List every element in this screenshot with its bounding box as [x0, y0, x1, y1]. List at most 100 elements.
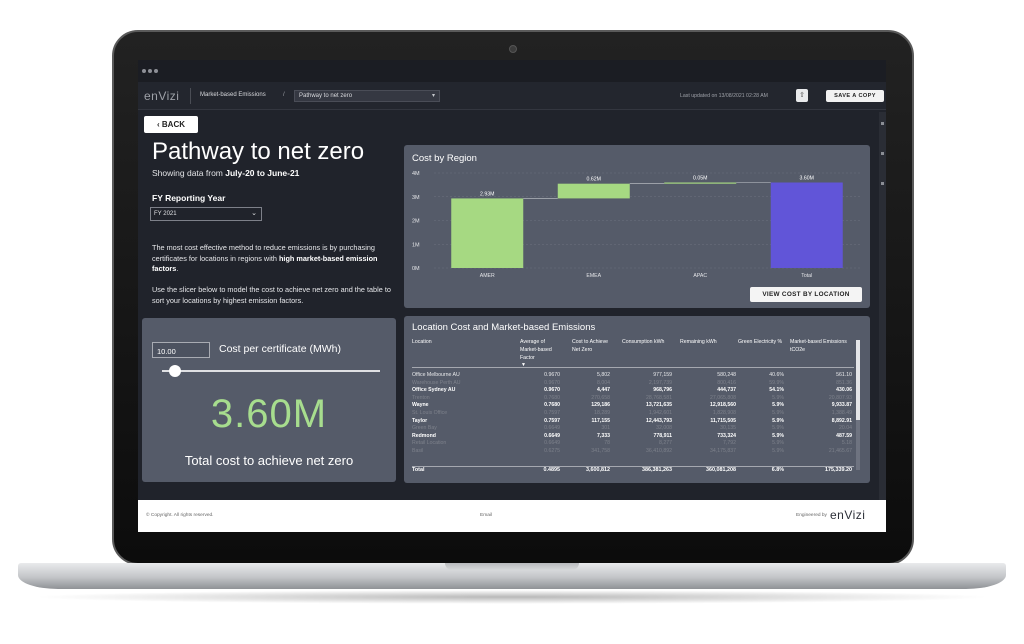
table-scrollbar[interactable] — [856, 340, 860, 470]
table-cell: 851.36 — [836, 379, 852, 386]
table-row[interactable]: Green Bay 0.6649 301 32,008 30,135 5.9% 20.04 — [412, 425, 854, 433]
cost-slider-track[interactable] — [162, 370, 380, 372]
chart-title: Cost by Region — [412, 153, 477, 164]
table-cell: 5.18 — [841, 440, 852, 447]
window-dot-icon[interactable] — [142, 69, 146, 73]
total-cost-value: 3.60M — [210, 392, 328, 436]
table-cell: 7,333 — [597, 432, 610, 439]
table-cell: 12,918,560 — [710, 402, 736, 409]
total-cell: Total — [412, 467, 425, 473]
save-copy-button[interactable]: SAVE A COPY — [826, 90, 884, 102]
date-range-prefix: Showing data from — [152, 168, 226, 178]
table-cell: 0.7680 — [544, 402, 560, 409]
table-row[interactable]: Retail Location 0.6649 78 8,277 7,792 5.9% 5.1… — [412, 440, 854, 448]
table-cell: 0.6649 — [544, 432, 560, 439]
chevron-down-icon: ⌄ — [251, 210, 257, 217]
table-cell: 5.9% — [772, 432, 784, 439]
table-cell: 301 — [601, 425, 610, 432]
table-row[interactable]: Office Melbourne AU 0.9670 5,802 977,159 580… — [412, 372, 854, 380]
page-select[interactable]: Pathway to net zero ▾ — [294, 90, 440, 102]
table-cell: 0.7597 — [544, 417, 560, 424]
table-cell: 27,065,808 — [710, 394, 736, 401]
intro-period: . — [176, 264, 179, 273]
total-cell: 3,600,812 — [586, 467, 610, 473]
table-cell: 40.6% — [769, 372, 784, 378]
table-row[interactable]: Trenton 0.7680 270,658 28,768,581 27,065,808… — [412, 395, 854, 403]
breadcrumb-separator: / — [283, 92, 285, 98]
col-header-location[interactable]: Location — [412, 339, 432, 345]
table-scroll-thumb[interactable] — [856, 340, 860, 420]
table-cell: 0.6649 — [544, 440, 560, 447]
col-header-consumption[interactable]: Consumption kWh — [622, 339, 665, 345]
share-icon[interactable]: ⇧ — [796, 89, 808, 102]
table-row[interactable]: Basil 0.6275 341,758 36,410,892 34,175,837 5.… — [412, 448, 854, 456]
fy-select-value: FY 2021 — [154, 211, 177, 217]
table-cell: 5.9% — [772, 440, 784, 447]
col-header-emissions[interactable]: Market-based Emissions tCO2e — [790, 339, 847, 353]
table-row[interactable]: Taylor 0.7597 117,155 12,443,793 11,715,505 5… — [412, 418, 854, 426]
envizi-logo[interactable]: enVizi — [144, 89, 180, 103]
table-row[interactable]: Redmond 0.6649 7,333 778,911 733,324 5.9% 487.… — [412, 433, 854, 441]
rail-tick-icon[interactable] — [881, 122, 884, 125]
col-header-remaining[interactable]: Remaining kWh — [680, 339, 717, 345]
table-title: Location Cost and Market-based Emissions — [412, 322, 596, 333]
table-cell: 5.9% — [772, 447, 784, 454]
y-tick-label: 4M — [412, 171, 420, 177]
fy-select[interactable]: FY 2021 ⌄ — [150, 207, 262, 221]
sort-desc-icon[interactable]: ▼ — [521, 362, 526, 368]
data-label: 0.62M — [587, 177, 601, 183]
col-header-cost[interactable]: Cost to Achieve Net Zero — [572, 339, 609, 353]
table-header: Location Average of Market-based Factor … — [412, 338, 854, 368]
bar-apac — [664, 182, 737, 184]
laptop-notch — [445, 563, 579, 570]
table-row[interactable]: Wayne 0.7680 129,186 13,721,635 12,918,560 5.… — [412, 402, 854, 410]
table-row[interactable]: Warehouse Perth AU 0.9670 8,004 2,197,739 80… — [412, 380, 854, 388]
window-dot-icon[interactable] — [148, 69, 152, 73]
table-cell: 0.7597 — [544, 409, 560, 416]
intro-text: The most cost effective method to reduce… — [152, 243, 375, 263]
table-cell: 36,410,892 — [646, 447, 672, 454]
table-cell: 11,715,505 — [710, 417, 736, 424]
table-cell: 12,443,793 — [646, 417, 672, 424]
cost-per-certificate-input[interactable]: 10.00 — [152, 342, 210, 358]
total-cell: 360,081,208 — [706, 467, 736, 473]
rail-tick-icon[interactable] — [881, 182, 884, 185]
table-row[interactable]: St. Louis Office 0.7597 18,289 1,942,601 1,8… — [412, 410, 854, 418]
table-cell: 778,911 — [653, 432, 672, 439]
back-button[interactable]: ‹ BACK — [144, 116, 198, 133]
table-cell: 0.9670 — [544, 372, 560, 378]
view-cost-by-location-button[interactable]: VIEW COST BY LOCATION — [750, 287, 862, 302]
table-cell: 32,008 — [656, 425, 672, 432]
table-cell: Trenton — [412, 394, 430, 401]
table-row[interactable]: Office Sydney AU 0.9670 4,447 968,796 444,73… — [412, 387, 854, 395]
cost-by-region-card: Cost by Region 0M 1M 2M 3M 4M 2.93M AMER 0.62M E… — [404, 145, 870, 308]
breadcrumb[interactable]: Market-based Emissions — [200, 92, 266, 98]
col-header-factor[interactable]: Average of Market-based Factor — [520, 339, 552, 361]
table-cell: Office Sydney AU — [412, 387, 456, 394]
y-tick-label: 0M — [412, 266, 420, 272]
table-cell: 5.9% — [772, 394, 784, 401]
email-link[interactable]: Email — [480, 513, 492, 518]
cost-slider-thumb[interactable] — [169, 365, 182, 377]
table-cell: 968,796 — [653, 387, 672, 394]
slicer-paragraph: Use the slicer below to model the cost t… — [152, 285, 391, 305]
total-cell: 175,339.20 — [825, 467, 852, 473]
data-label: 0.05M — [693, 176, 707, 182]
table-cell: 1,828,908 — [712, 409, 736, 416]
table-cell: Warehouse Perth AU — [412, 379, 461, 386]
rail-tick-icon[interactable] — [881, 152, 884, 155]
table-body: Office Melbourne AU 0.9670 5,802 977,159 580… — [412, 372, 854, 456]
table-cell: St. Louis Office — [412, 409, 448, 416]
engineered-by-text: Engineered by — [796, 513, 827, 518]
col-header-green[interactable]: Green Electricity % — [738, 339, 783, 345]
table-cell: 561.10 — [836, 372, 852, 378]
table-cell: 20,807.93 — [828, 394, 852, 401]
table-cell: 444,737 — [717, 387, 736, 394]
table-cell: Green Bay — [412, 425, 437, 432]
total-cell: 6.8% — [771, 467, 784, 473]
table-cell: 0.7680 — [544, 394, 560, 401]
window-dot-icon[interactable] — [154, 69, 158, 73]
table-cell: 733,324 — [717, 432, 736, 439]
table-cell: 430.06 — [836, 387, 852, 394]
cost-per-certificate-label: Cost per certificate (MWh) — [219, 343, 341, 355]
